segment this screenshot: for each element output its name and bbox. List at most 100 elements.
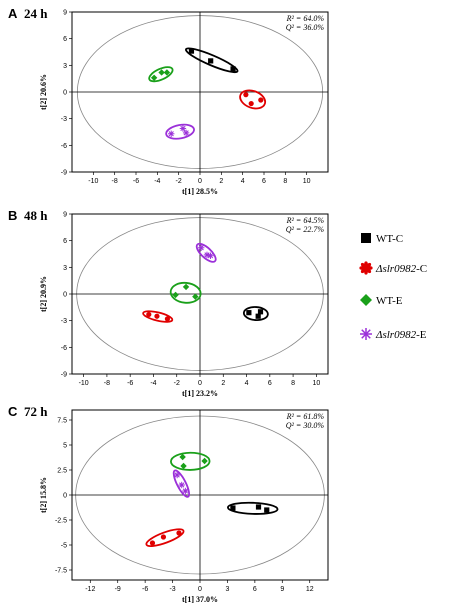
group-ellipse-wtc — [185, 47, 239, 74]
point-wtc — [230, 505, 236, 511]
x-tick-label: 8 — [283, 178, 287, 185]
legend-marker-lobe — [359, 266, 363, 270]
marker-stroke — [198, 245, 204, 251]
y-tick-label: 0 — [63, 292, 67, 299]
point-wtc — [246, 310, 252, 316]
x-tick-label: 12 — [306, 586, 314, 593]
y-tick-label: 0 — [63, 493, 67, 500]
panel-C: -12 -9 -6 -3 0 3 6 9 12 -7.5 -5 -2.5 0 2.5 5 7.5 t[1] 37… — [8, 404, 329, 604]
y-tick-label: 0 — [63, 90, 67, 97]
x-tick-label: 6 — [268, 380, 272, 387]
panels: -10 -8 -6 -4 -2 0 2 4 6 8 10 -9 -6 -3 0 3 6 9 t[1] 28.5% t[… — [8, 6, 329, 604]
legend-marker-lobe — [367, 269, 372, 274]
series-slrc — [142, 310, 174, 323]
y-tick-label: 5 — [63, 443, 67, 450]
legend-marker-lobe — [360, 262, 365, 267]
legend-marker-lobe — [367, 262, 372, 267]
group-ellipse-slrc — [145, 528, 185, 547]
point-wtc — [188, 48, 195, 54]
point-wtc — [257, 309, 264, 315]
panel-time-label: 48 h — [24, 208, 48, 223]
y-tick-label: -9 — [61, 372, 67, 379]
x-tick-label: 10 — [312, 380, 320, 387]
x-tick-label: 4 — [245, 380, 249, 387]
series-wte — [170, 451, 211, 471]
x-tick-label: -3 — [169, 586, 175, 593]
x-tick-label: 6 — [262, 178, 266, 185]
legend-item-wtc: WT-C — [361, 233, 403, 245]
legend-label-wtc: WT-C — [376, 233, 403, 245]
group-ellipse-wte — [170, 451, 211, 471]
panel-A: -10 -8 -6 -4 -2 0 2 4 6 8 10 -9 -6 -3 0 3 6 9 t[1] 28.5% t[… — [8, 6, 329, 196]
y-tick-label: -7.5 — [55, 568, 67, 575]
group-ellipse-wte — [169, 281, 202, 304]
r2-stat: R² = 61.8% — [286, 412, 325, 421]
panel-letter: B — [8, 208, 17, 223]
x-tick-label: 8 — [291, 380, 295, 387]
marker-stroke — [183, 130, 189, 136]
point-slre — [197, 244, 205, 251]
q2-stat: Q² = 36.0% — [286, 23, 325, 32]
point-slrc — [160, 534, 167, 540]
x-tick-label: -12 — [85, 586, 95, 593]
q2-stat: Q² = 22.7% — [286, 225, 325, 234]
panel-time-label: 72 h — [24, 404, 48, 419]
point-wtc — [208, 58, 214, 64]
legend-item-slrc: Δslr0982-C — [359, 261, 427, 275]
y-tick-label: -6 — [61, 345, 67, 352]
point-slrc — [176, 530, 182, 536]
legend-label-suffix: -C — [416, 263, 427, 275]
point-wte — [158, 69, 165, 76]
panel-letter: A — [8, 6, 18, 21]
x-tick-label: -2 — [176, 178, 182, 185]
x-axis-label: t[1] 37.0% — [182, 595, 218, 604]
x-tick-label: -2 — [174, 380, 180, 387]
x-tick-label: -4 — [150, 380, 156, 387]
y-tick-label: 7.5 — [57, 418, 67, 425]
y-tick-label: 3 — [63, 265, 67, 272]
y-tick-label: -2.5 — [55, 518, 67, 525]
point-slrc — [243, 92, 249, 98]
legend-label-slrc: Δslr0982-C — [375, 263, 427, 275]
series-slre — [195, 242, 217, 263]
point-slrc — [146, 311, 152, 318]
point-wte — [192, 293, 199, 300]
y-tick-label: -3 — [61, 318, 67, 325]
series-wtc — [185, 47, 239, 74]
point-wte — [179, 453, 186, 461]
x-tick-label: -6 — [127, 380, 133, 387]
point-wtc — [230, 66, 236, 72]
r2-stat: R² = 64.5% — [286, 216, 325, 225]
legend-marker-lobe — [360, 269, 365, 274]
legend-marker-lobe — [369, 266, 373, 270]
legend-item-slre: Δslr0982-E — [360, 328, 427, 341]
point-wte — [182, 283, 190, 291]
point-slrc — [149, 540, 156, 546]
legend-marker-lobe — [364, 261, 368, 265]
point-slre — [182, 129, 190, 137]
x-tick-label: 10 — [303, 178, 311, 185]
group-ellipse-slre — [165, 123, 195, 140]
x-tick-label: -10 — [79, 380, 89, 387]
series-wtc — [242, 306, 269, 322]
series-wte — [148, 66, 174, 83]
y-tick-label: -3 — [61, 116, 67, 123]
panel-B: -10 -8 -6 -4 -2 0 2 4 6 8 10 -9 -6 -3 0 3 6 9 t[1] 23.2% t[… — [8, 208, 329, 398]
point-slre — [173, 471, 181, 479]
group-ellipse-slre — [172, 469, 191, 498]
series-slrc — [145, 528, 185, 547]
group-ellipse-slrc — [239, 89, 267, 110]
y-tick-label: -5 — [61, 543, 67, 550]
x-tick-label: -6 — [142, 586, 148, 593]
x-tick-label: -8 — [104, 380, 110, 387]
point-wte — [201, 457, 208, 465]
point-slre — [179, 125, 187, 132]
point-slre — [178, 481, 185, 489]
x-tick-label: 2 — [221, 380, 225, 387]
x-tick-label: 4 — [241, 178, 245, 185]
point-wtc — [255, 313, 261, 319]
y-tick-label: -6 — [61, 143, 67, 150]
group-ellipse-wte — [148, 66, 174, 83]
